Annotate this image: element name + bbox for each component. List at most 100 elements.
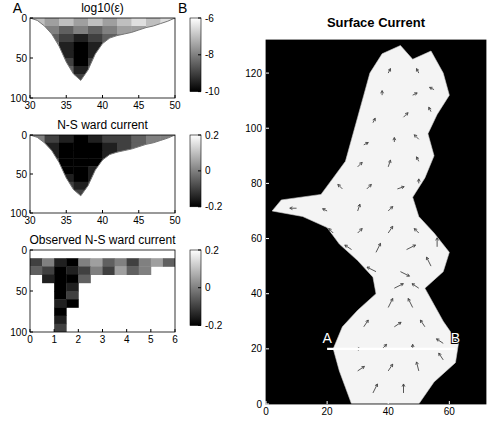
y-tick-label: 50 [16,286,28,297]
colorbar-tick [198,18,201,19]
x-tick [327,401,328,404]
x-tick [449,401,450,404]
colorbar [190,18,201,92]
frame [30,135,175,213]
colorbar-label: -0.2 [205,201,223,212]
cell [78,275,90,284]
cell [103,158,118,166]
cell [74,166,89,174]
x-tick-label: 40 [97,100,109,111]
cell [59,151,74,159]
current-arrow [358,162,363,167]
current-arrow [329,229,334,234]
frame [30,18,175,98]
y-tick [266,128,269,129]
colorbar [190,135,201,207]
x-tick-label: 20 [322,406,334,417]
current-arrow [393,138,396,143]
current-arrow [414,135,419,140]
cell [88,151,103,159]
colorbar-label: 0 [205,282,211,293]
y-tick-label: 80 [251,178,263,189]
y-tick-label: 100 [10,327,27,338]
cell [103,42,118,50]
y-tick-label: 100 [245,123,262,134]
cell [103,143,118,151]
cell [42,275,54,284]
colorbar-label: -6 [205,13,214,24]
cell [59,143,74,151]
x-tick-label: 35 [61,215,73,226]
x-tick [175,210,176,213]
y-tick-label: 0 [256,399,262,410]
y-tick-label: 20 [251,343,263,354]
x-tick [102,95,103,98]
cell [54,258,66,267]
cell [115,258,127,267]
cell [59,34,74,42]
cell [74,18,89,26]
y-tick-label: 0 [21,245,27,256]
current-arrow [367,267,376,272]
y-tick-label: 50 [16,53,28,64]
colorbar-tick [198,206,201,207]
current-arrow [358,366,365,371]
cell [59,26,74,34]
cell [59,158,74,166]
current-arrow [436,238,439,247]
current-arrow [420,320,425,327]
colorbar-tick [198,287,201,288]
cell [74,190,89,198]
current-arrow [376,243,381,252]
cell [66,275,78,284]
cell [88,135,103,143]
current-arrow [358,229,363,234]
frame [266,40,486,404]
current-arrow [388,364,393,371]
colorbar-label: -8 [205,49,214,60]
y-tick [266,348,269,349]
section-line [327,348,455,350]
cell [115,266,127,275]
cell [74,151,89,159]
current-arrow [364,320,369,327]
cell [42,266,54,275]
x-tick-label: 40 [383,406,395,417]
bottom-line [30,135,175,196]
x-tick [138,210,139,213]
x-tick-label: 50 [169,100,181,111]
y-tick [266,183,269,184]
cell [90,258,102,267]
cell [59,135,74,143]
cell [54,316,66,325]
current-arrow [416,157,419,162]
y-tick [30,213,33,214]
x-tick [54,329,55,332]
y-tick-label: 0 [21,13,27,24]
section-label: B [178,0,187,16]
y-tick [30,135,33,136]
current-arrow [388,69,391,74]
x-tick [102,210,103,213]
colorbar-tick [198,135,201,136]
current-arrow [394,284,403,289]
section-label: A [13,0,23,16]
current-arrow [381,91,384,96]
x-tick [175,95,176,98]
plot-area [30,18,175,82]
current-arrow [412,284,419,289]
y-tick [266,404,269,405]
cell [66,283,78,292]
cell [127,266,139,275]
cell [88,34,103,42]
y-tick [266,238,269,239]
x-tick [102,329,103,332]
cell [30,258,42,267]
y-tick [266,73,269,74]
current-arrow [358,204,361,211]
colorbar-tick [198,54,201,55]
y-tick-label: 100 [10,208,27,219]
y-tick [30,98,33,99]
cell [90,266,102,275]
x-tick-label: 45 [133,100,145,111]
